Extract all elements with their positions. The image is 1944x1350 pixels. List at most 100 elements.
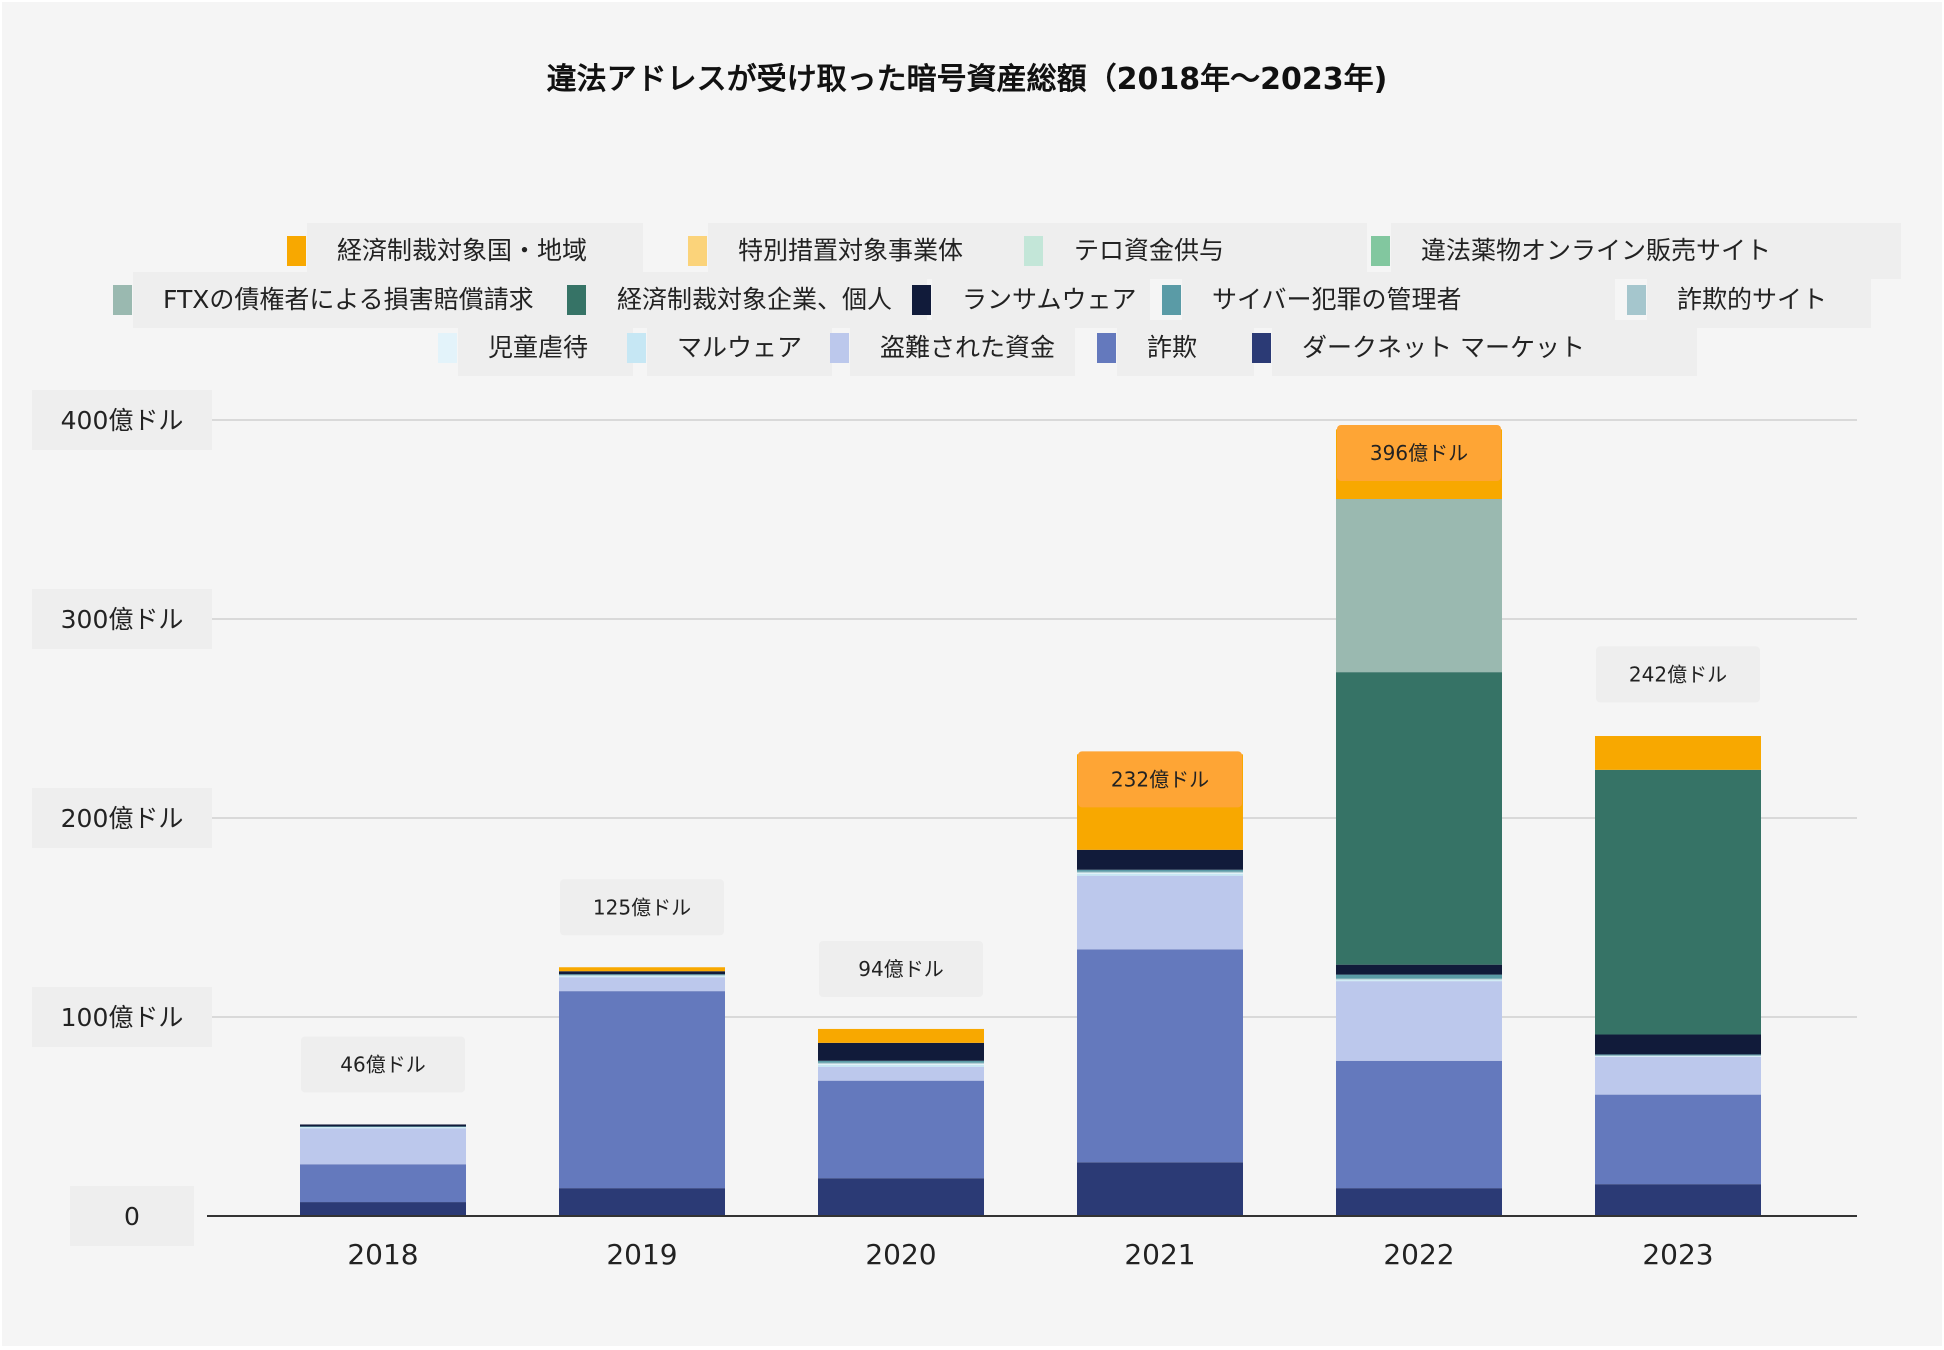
legend-item: ダークネット マーケット xyxy=(1252,320,1697,376)
legend-swatch xyxy=(113,285,132,315)
legend-item: サイバー犯罪の管理者 xyxy=(1162,272,1615,328)
bar-segment-2022-9 xyxy=(1336,499,1502,673)
legend-item: 詐欺的サイト xyxy=(1627,272,1871,328)
legend-label-bg xyxy=(458,320,633,376)
y-tick-label: 200億ドル xyxy=(61,804,184,833)
legend-item: 児童虐待 xyxy=(438,320,633,376)
bar-segment-2023-6 xyxy=(1595,1054,1761,1056)
bar-segment-2020-3 xyxy=(818,1064,984,1067)
bar-segment-2023-1 xyxy=(1595,1094,1761,1185)
total-label-2018: 46億ドル xyxy=(340,1052,425,1076)
bar-segment-2022-5 xyxy=(1336,978,1502,980)
bars xyxy=(300,429,1761,1216)
legend-label-bg xyxy=(1272,320,1697,376)
legend-label: マルウェア xyxy=(677,333,802,362)
total-label-2023: 242億ドル xyxy=(1629,662,1727,686)
bar-segment-2022-7 xyxy=(1336,964,1502,975)
legend-label: 詐欺的サイト xyxy=(1677,285,1827,314)
legend-item: 経済制裁対象国・地域 xyxy=(287,223,643,279)
bar-segment-2021-0 xyxy=(1077,1162,1243,1216)
bar-segment-2019-13 xyxy=(559,967,725,972)
legend-label-bg xyxy=(708,223,1074,279)
bar-segment-2022-0 xyxy=(1336,1188,1502,1216)
bar-segment-2021-6 xyxy=(1077,869,1243,872)
total-label-bg-2019 xyxy=(560,879,724,936)
bar-segment-2019-5 xyxy=(559,975,725,976)
bar-segment-2022-8 xyxy=(1336,672,1502,965)
legend-swatch xyxy=(438,333,457,363)
legend-label-bg xyxy=(1391,223,1901,279)
legend-item: 盗難された資金 xyxy=(830,320,1075,376)
legend-swatch xyxy=(1252,333,1271,363)
bar-segment-2019-6 xyxy=(559,974,725,976)
bar-segment-2021-3 xyxy=(1077,873,1243,876)
legend-label-bg xyxy=(307,223,643,279)
legend-label: ダークネット マーケット xyxy=(1302,333,1585,362)
legend-swatch xyxy=(627,333,646,363)
legend-label: FTXの債権者による損害賠償請求 xyxy=(163,285,534,314)
bar-segment-2020-7 xyxy=(818,1042,984,1061)
y-tick-bg xyxy=(32,987,212,1047)
x-axis-ticks: 2018 2019 2020 2021 2022 2023 xyxy=(347,1238,1713,1271)
bar-segment-2018-6 xyxy=(300,1126,466,1128)
bar-segment-2022-6 xyxy=(1336,974,1502,979)
y-tick-bg xyxy=(32,589,212,649)
x-tick-label-2019: 2019 xyxy=(606,1238,677,1271)
legend-swatch xyxy=(830,333,849,363)
legend-item: 違法薬物オンライン販売サイト xyxy=(1371,223,1901,279)
legend-label: 経済制裁対象国・地域 xyxy=(337,236,587,265)
y-tick-bg xyxy=(70,1186,194,1246)
bar-segment-2023-13 xyxy=(1595,736,1761,770)
x-tick-label-2021: 2021 xyxy=(1124,1238,1195,1271)
bar-segment-2021-4 xyxy=(1077,872,1243,874)
y-tick-label: 300億ドル xyxy=(61,605,184,634)
chart-title: 違法アドレスが受け取った暗号資産総額（2018年〜2023年) xyxy=(547,62,1388,97)
bar-segment-2019-4 xyxy=(559,975,725,977)
x-tick-label-2023: 2023 xyxy=(1642,1238,1713,1271)
bar-segment-2018-2 xyxy=(300,1128,466,1165)
legend-swatch xyxy=(912,285,931,315)
legend-label-bg xyxy=(932,272,1150,328)
bar-segment-2018-1 xyxy=(300,1164,466,1203)
bar-segment-2021-7 xyxy=(1077,849,1243,870)
legend-label-bg xyxy=(1647,272,1871,328)
bar-segment-2023-2 xyxy=(1595,1056,1761,1095)
bar-segment-2018-4 xyxy=(300,1127,466,1128)
legend-label-bg xyxy=(1117,320,1254,376)
bar-segment-2019-7 xyxy=(559,971,725,975)
legend-swatch xyxy=(567,285,586,315)
legend-swatch xyxy=(1162,285,1181,315)
x-tick-label-2018: 2018 xyxy=(347,1238,418,1271)
bar-segment-2022-4 xyxy=(1336,979,1502,981)
legend-item: ランサムウェア xyxy=(912,272,1150,328)
total-label-2020: 94億ドル xyxy=(858,957,943,981)
bar-segment-2019-3 xyxy=(559,976,725,978)
bar-segment-2023-0 xyxy=(1595,1184,1761,1216)
legend-label: 特別措置対象事業体 xyxy=(738,236,963,265)
bar-segment-2018-3 xyxy=(300,1127,466,1129)
total-label-bg-2023 xyxy=(1596,646,1760,703)
bar-segment-2020-4 xyxy=(818,1063,984,1065)
bar-segment-2023-4 xyxy=(1595,1055,1761,1057)
legend-swatch xyxy=(1627,285,1646,315)
bar-segment-2021-5 xyxy=(1077,871,1243,873)
legend-item: マルウェア xyxy=(627,320,832,376)
legend-label-bg xyxy=(587,272,927,328)
total-labels: 46億ドル 125億ドル 94億ドル 232億ドル 396億ドル 242億ドル xyxy=(301,424,1760,1093)
legend-label: ランサムウェア xyxy=(962,285,1137,314)
bar-segment-2018-0 xyxy=(300,1202,466,1216)
legend-item: 詐欺 xyxy=(1097,320,1254,376)
y-tick-label: 400億ドル xyxy=(61,406,184,435)
y-axis-ticks: 0 100億ドル 200億ドル 300億ドル 400億ドル xyxy=(32,390,212,1246)
legend-label-bg xyxy=(1044,223,1367,279)
bar-segment-2021-1 xyxy=(1077,949,1243,1163)
legend-label: 盗難された資金 xyxy=(880,333,1055,362)
total-label-2019: 125億ドル xyxy=(593,895,691,919)
bar-segment-2020-5 xyxy=(818,1062,984,1064)
bar-segment-2023-5 xyxy=(1595,1055,1761,1056)
legend-item: 経済制裁対象企業、個人 xyxy=(567,272,927,328)
legend-swatch xyxy=(1097,333,1116,363)
legend-item: 特別措置対象事業体 xyxy=(688,223,1074,279)
legend-swatch xyxy=(1371,236,1390,266)
